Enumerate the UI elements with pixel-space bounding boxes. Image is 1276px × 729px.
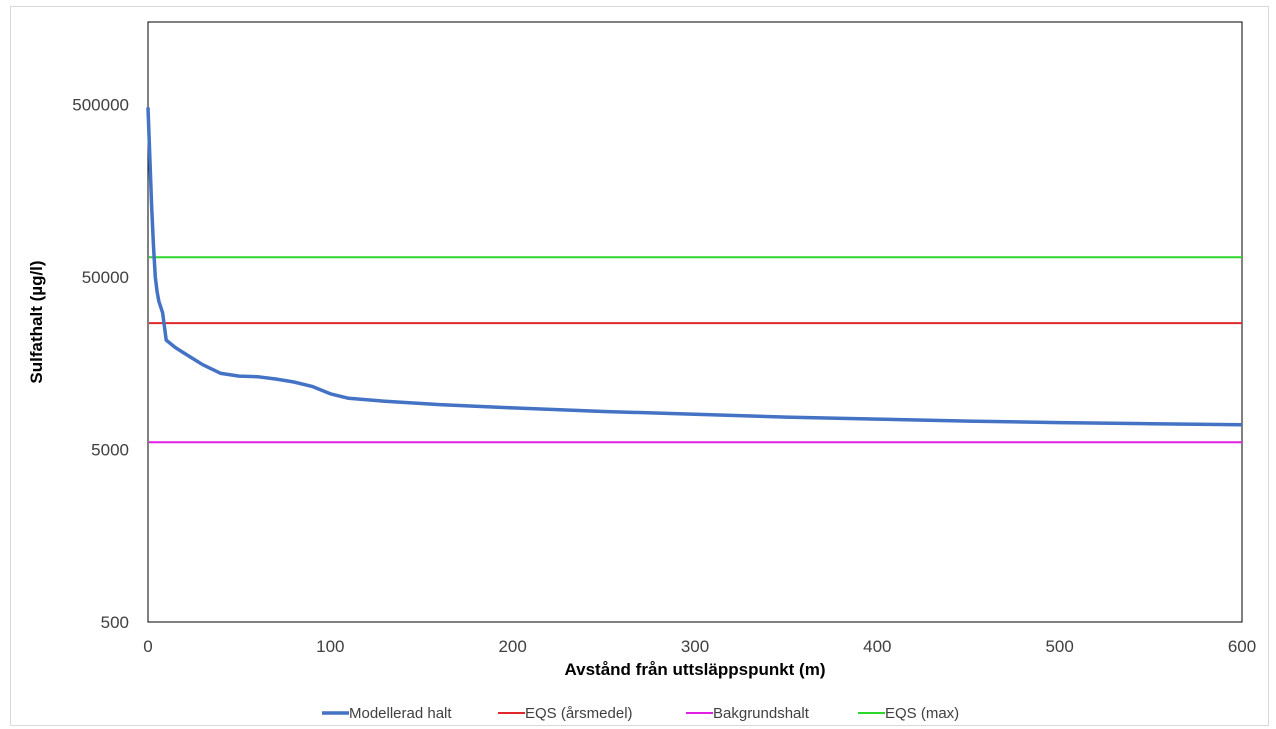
series-layer xyxy=(146,107,1243,444)
y-tick-labels: 500 5000 50000 500000 xyxy=(72,95,129,632)
x-axis-title: Avstånd från uttsläppspunkt (m) xyxy=(565,660,826,679)
x-tick-labels: 0 100 200 300 400 500 600 xyxy=(143,637,1256,656)
x-tick-label: 600 xyxy=(1228,637,1256,656)
y-axis-title: Sulfathalt (µg/l) xyxy=(27,260,46,383)
legend-label: Modellerad halt xyxy=(349,705,452,722)
legend: Modellerad halt EQS (årsmedel) Bakgrundsha… xyxy=(322,705,959,722)
x-tick-label: 0 xyxy=(143,637,152,656)
x-tick-label: 100 xyxy=(316,637,344,656)
y-tick-label: 50000 xyxy=(82,268,129,287)
y-tick-label: 5000 xyxy=(91,440,129,459)
plot-area xyxy=(147,21,1243,623)
legend-label: EQS (årsmedel) xyxy=(525,705,633,722)
y-tick-label: 500000 xyxy=(72,95,129,114)
legend-label: EQS (max) xyxy=(885,705,959,722)
x-tick-label: 300 xyxy=(681,637,709,656)
series-line-0 xyxy=(146,107,1243,427)
x-tick-label: 500 xyxy=(1045,637,1073,656)
x-tick-label: 200 xyxy=(498,637,526,656)
legend-label: Bakgrundshalt xyxy=(713,705,810,722)
y-tick-label: 500 xyxy=(101,613,129,632)
x-tick-label: 400 xyxy=(863,637,891,656)
